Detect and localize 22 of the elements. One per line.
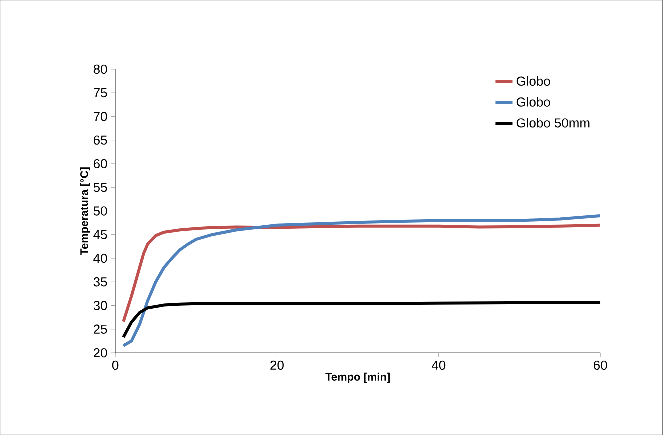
y-tick-label: 50 [94, 206, 108, 216]
y-tick-label: 75 [94, 88, 108, 98]
y-tick-label: 60 [94, 160, 108, 169]
x-axis-title: Tempo [min] [326, 373, 390, 384]
x-tick-label: 20 [270, 361, 284, 370]
x-tick-label: 0 [112, 361, 119, 370]
y-axis-title: Temperatura [°C] [80, 168, 90, 256]
y-tick-label: 20 [94, 348, 108, 358]
x-tick-label: 60 [594, 361, 608, 370]
y-tick-label: 80 [94, 65, 108, 74]
y-tick-label: 55 [94, 183, 108, 192]
y-tick-label: 45 [94, 230, 108, 240]
y-tick-label: 70 [94, 112, 108, 122]
legend-label: Globo [516, 76, 550, 86]
y-tick-label: 35 [94, 278, 108, 287]
legend-label: Globo [516, 98, 550, 108]
x-tick-label: 40 [432, 361, 446, 370]
y-tick-label: 65 [94, 136, 108, 146]
y-tick-label: 30 [94, 301, 108, 311]
y-tick-label: 25 [94, 325, 108, 334]
legend-label: Globo 50mm [516, 118, 590, 128]
y-tick-label: 40 [94, 254, 108, 264]
